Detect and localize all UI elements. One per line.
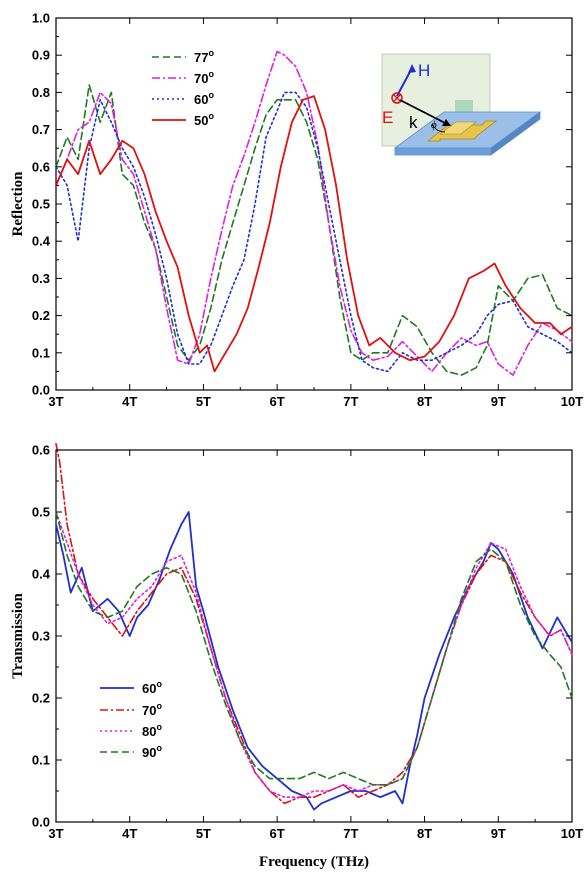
legend-label-60: 60o bbox=[194, 90, 214, 107]
h-arrow-head bbox=[408, 64, 416, 73]
x-tick-label: 4T bbox=[122, 826, 137, 841]
reflection-series-layer bbox=[55, 50, 573, 376]
series-line-70 bbox=[55, 50, 573, 376]
series-line-77 bbox=[55, 84, 573, 376]
x-tick-label: 10T bbox=[561, 394, 583, 409]
x-tick-label: 9T bbox=[491, 826, 506, 841]
transmission-ticks-layer: 3T 4T 5T 6T 7T 8T 9T 10T 0.0 0.1 0.2 0.3 0.4 0.5 0.6 bbox=[32, 443, 583, 842]
y-tick-label: 0.6 bbox=[32, 443, 50, 458]
reflection-y-axis-title: Reflection bbox=[10, 171, 26, 237]
x-tick-label: 6T bbox=[270, 826, 285, 841]
phi-angle-arc bbox=[431, 123, 446, 133]
transmission-y-axis-title: Transmission bbox=[10, 593, 26, 679]
transmission-panel: 3T 4T 5T 6T 7T 8T 9T 10T 0.0 0.1 0.2 0.3 0.4 0.5 0.6 6… bbox=[10, 443, 583, 871]
x-tick-label: 3T bbox=[48, 394, 63, 409]
frequency-x-axis-title: Frequency (THz) bbox=[259, 854, 369, 870]
reflection-panel: 3T 4T 5T 6T 7T 8T 9T 10T 0.0 0.1 0.2 0.3 0.4 0.5 0.6 0.… bbox=[10, 11, 583, 410]
y-tick-label: 0.3 bbox=[32, 629, 50, 644]
y-tick-label: 0.9 bbox=[32, 48, 50, 63]
y-tick-label: 0.7 bbox=[32, 122, 50, 137]
k-arrow-head bbox=[442, 119, 451, 126]
y-tick-label: 0.2 bbox=[32, 308, 50, 323]
y-tick-label: 1.0 bbox=[32, 11, 50, 26]
x-tick-label: 7T bbox=[343, 394, 358, 409]
y-tick-label: 0.0 bbox=[32, 383, 50, 398]
substrate-slab-end bbox=[490, 111, 541, 156]
reflection-ticks-layer: 3T 4T 5T 6T 7T 8T 9T 10T 0.0 0.1 0.2 0.3 0.4 0.5 0.6 0.… bbox=[32, 11, 583, 410]
x-tick-label: 6T bbox=[270, 394, 285, 409]
x-tick-label: 8T bbox=[417, 826, 432, 841]
transmission-series-layer bbox=[55, 443, 573, 811]
transmission-plot-frame bbox=[55, 449, 573, 823]
y-tick-label: 0.1 bbox=[32, 753, 50, 768]
y-tick-label: 0.5 bbox=[32, 505, 50, 520]
substrate-slab-side bbox=[394, 147, 492, 156]
y-tick-label: 0.4 bbox=[32, 567, 51, 582]
legend-label-70: 70o bbox=[194, 69, 214, 86]
legend-label-50: 50o bbox=[194, 111, 214, 128]
y-tick-label: 0.3 bbox=[32, 271, 50, 286]
series-line-80 bbox=[55, 511, 573, 798]
x-tick-label: 7T bbox=[343, 826, 358, 841]
reflection-plot-frame bbox=[55, 17, 573, 391]
series-line-50 bbox=[55, 95, 573, 373]
e-field-label: E bbox=[382, 108, 393, 127]
legend-label-60: 60o bbox=[142, 679, 162, 696]
y-tick-label: 0.4 bbox=[32, 234, 51, 249]
legend-label-80: 80o bbox=[142, 722, 162, 739]
reflection-legend: 77o 70o 60o 50o bbox=[152, 48, 214, 128]
series-line-90 bbox=[55, 511, 573, 786]
y-tick-label: 0.8 bbox=[32, 85, 50, 100]
x-tick-label: 5T bbox=[196, 826, 211, 841]
y-tick-label: 0.6 bbox=[32, 159, 50, 174]
x-tick-label: 5T bbox=[196, 394, 211, 409]
k-vector-label: k bbox=[409, 113, 418, 132]
legend-label-90: 90o bbox=[142, 743, 162, 760]
y-tick-label: 0.0 bbox=[32, 815, 50, 830]
y-tick-label: 0.1 bbox=[32, 345, 50, 360]
e-field-symbol bbox=[391, 92, 403, 104]
series-line-60 bbox=[55, 91, 573, 373]
k-vector-arrow bbox=[399, 99, 448, 125]
y-tick-label: 0.2 bbox=[32, 691, 50, 706]
legend-label-77: 77o bbox=[194, 48, 214, 65]
h-field-label: H bbox=[418, 61, 430, 80]
x-tick-label: 3T bbox=[48, 826, 63, 841]
legend-label-70: 70o bbox=[142, 701, 162, 718]
e-field-cross-b bbox=[393, 94, 401, 102]
series-line-70 bbox=[55, 443, 573, 805]
x-tick-label: 4T bbox=[122, 394, 137, 409]
x-tick-label: 10T bbox=[561, 826, 583, 841]
x-tick-label: 9T bbox=[491, 394, 506, 409]
x-tick-label: 8T bbox=[417, 394, 432, 409]
y-tick-label: 0.5 bbox=[32, 197, 50, 212]
phi-angle-label: ϕ bbox=[431, 119, 437, 131]
geometry-inset: H E k ϕ bbox=[381, 53, 542, 156]
transmission-legend: 60o 70o 80o 90o bbox=[100, 679, 162, 760]
